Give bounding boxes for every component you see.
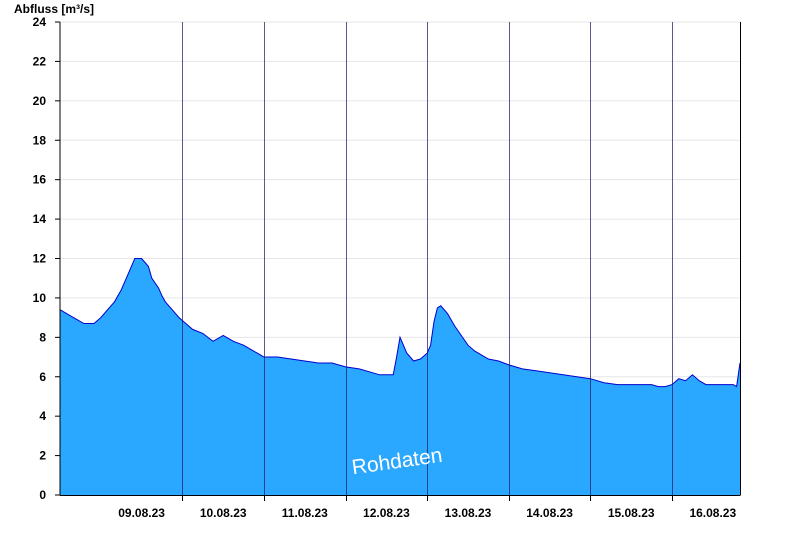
- x-tick-label: 16.08.23: [689, 506, 736, 520]
- y-tick-label: 18: [33, 133, 47, 147]
- x-tick-label: 10.08.23: [200, 506, 247, 520]
- y-tick-label: 8: [39, 330, 46, 344]
- y-tick-label: 10: [33, 291, 47, 305]
- y-tick-label: 14: [33, 212, 47, 226]
- discharge-line: [59, 258, 741, 388]
- x-tick-label: 13.08.23: [445, 506, 492, 520]
- y-tick-label: 22: [33, 54, 47, 68]
- y-tick-label: 2: [39, 449, 46, 463]
- x-tick-label: 14.08.23: [526, 506, 573, 520]
- y-axis-title: Abfluss [m³/s]: [14, 2, 94, 16]
- y-tick-label: 0: [39, 488, 46, 502]
- y-tick-label: 20: [33, 94, 47, 108]
- discharge-series: [59, 258, 741, 495]
- day-boundary-lines: [182, 22, 673, 495]
- x-tick-label: 15.08.23: [608, 506, 655, 520]
- y-tick-label: 4: [39, 409, 46, 423]
- x-tick-label: 09.08.23: [118, 506, 165, 520]
- y-tick-label: 16: [33, 173, 47, 187]
- discharge-area: [60, 258, 740, 495]
- x-tick-label: 12.08.23: [363, 506, 410, 520]
- y-tick-label: 24: [33, 15, 47, 29]
- x-tick-label: 11.08.23: [282, 506, 328, 520]
- x-axis-ticks: 09.08.23 10.08.23 11.08.23 12.08.23 13.08.23…: [118, 495, 736, 520]
- y-tick-label: 6: [39, 370, 46, 384]
- y-tick-label: 12: [33, 252, 47, 266]
